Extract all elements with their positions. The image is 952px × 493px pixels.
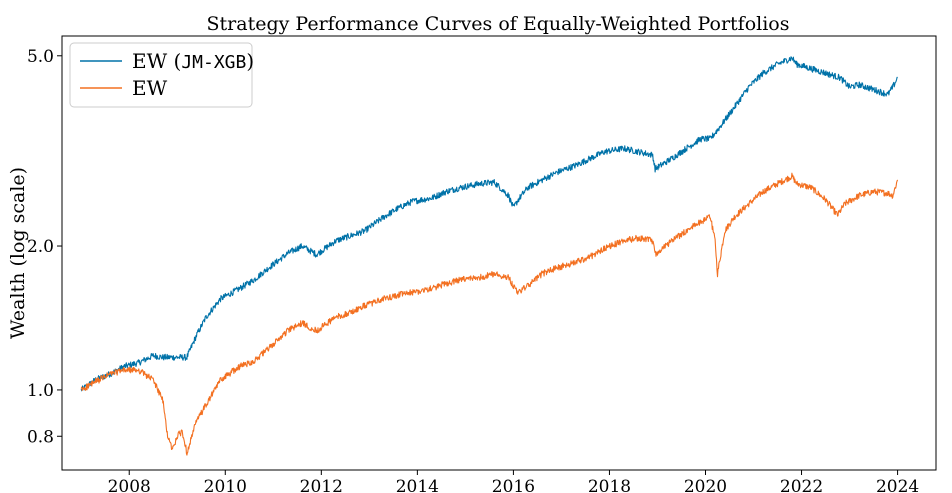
chart-title: Strategy Performance Curves of Equally-W… bbox=[207, 13, 790, 35]
series-layer bbox=[80, 56, 899, 456]
legend-label-ew-jm-xgb: EW (JM-XGB) bbox=[132, 49, 254, 73]
x-axis: 2008 2010 2012 2014 2016 2018 2020 2022 2024 bbox=[108, 470, 919, 493]
x-tick-label: 2010 bbox=[204, 477, 247, 493]
x-tick-label: 2020 bbox=[684, 477, 727, 493]
x-tick-label: 2008 bbox=[108, 477, 151, 493]
y-tick-label: 1.0 bbox=[27, 381, 54, 401]
series-line-ew bbox=[80, 172, 899, 456]
legend-label-part-code: JM-XGB bbox=[181, 52, 246, 73]
x-tick-label: 2022 bbox=[780, 477, 823, 493]
x-tick-label: 2016 bbox=[492, 477, 535, 493]
x-tick-label: 2024 bbox=[876, 477, 919, 493]
y-axis-label: Wealth (log scale) bbox=[7, 167, 29, 339]
y-tick-label: 0.8 bbox=[27, 427, 54, 447]
legend: EW (JM-XGB) EW bbox=[69, 42, 254, 108]
y-tick-label: 2.0 bbox=[27, 237, 54, 257]
y-axis: 0.8 1.0 2.0 5.0 bbox=[27, 47, 62, 447]
legend-label-ew: EW bbox=[132, 76, 168, 100]
legend-label-part-suffix: ) bbox=[246, 49, 254, 73]
plot-frame bbox=[61, 35, 937, 471]
series-line-ew-jm-xgb bbox=[80, 56, 898, 392]
x-tick-label: 2012 bbox=[300, 477, 343, 493]
x-tick-label: 2018 bbox=[588, 477, 631, 493]
legend-label-part-prefix: EW ( bbox=[132, 49, 181, 73]
legend-box bbox=[69, 42, 253, 108]
y-tick-label: 5.0 bbox=[27, 47, 54, 67]
x-tick-label: 2014 bbox=[396, 477, 439, 493]
